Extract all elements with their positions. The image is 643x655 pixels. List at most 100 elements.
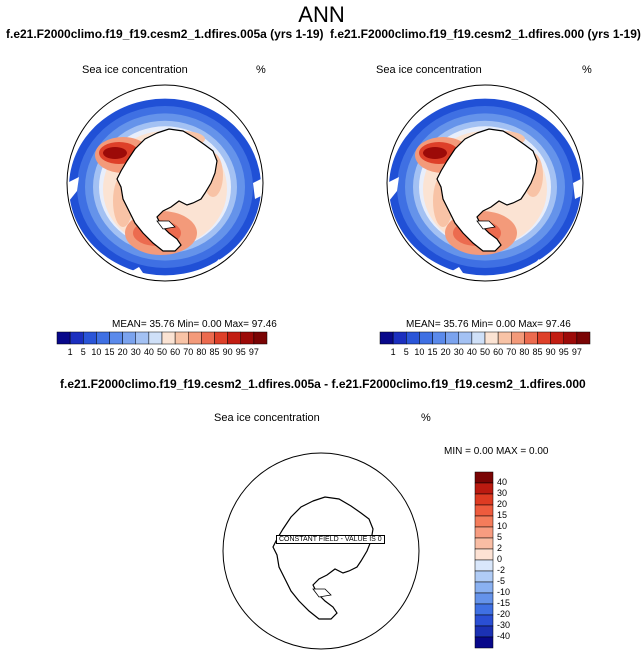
- diff-case-title: f.e21.F2000climo.f19_f19.cesm2_1.dfires.…: [60, 377, 586, 391]
- panel-1-polar-map: [66, 84, 264, 282]
- panel-2-colorbar-swatch: [524, 331, 538, 345]
- panel-2-colorbar-tick-label: 1: [390, 347, 396, 357]
- panel-1-colorbar-tick-label: 60: [170, 347, 181, 357]
- panel-2-colorbar-tick-label: 90: [545, 347, 556, 357]
- panel-2-colorbar-swatch: [576, 331, 591, 345]
- diff-units: %: [421, 412, 431, 424]
- panel-2-colorbar-tick-label: 80: [519, 347, 530, 357]
- panel-2-colorbar-tick-label: 50: [479, 347, 490, 357]
- panel-2-colorbar: [379, 331, 591, 345]
- panel-1-colorbar-swatch: [174, 331, 189, 345]
- diff-colorbar-tick-label: -40: [497, 631, 511, 641]
- diff-colorbar-tick-label: -2: [497, 565, 506, 575]
- panel-2-colorbar-swatch: [497, 331, 512, 345]
- panel-1-colorbar-swatch: [96, 331, 110, 345]
- diff-colorbar-swatch: [474, 504, 494, 517]
- panel-1-colorbar-tick-label: 50: [156, 347, 167, 357]
- diff-colorbar-swatch: [474, 614, 494, 627]
- panel-1-colorbar-ticks: 1 5 10 15 20 30 40 50 60 70 80 85 90 95 97: [57, 347, 267, 359]
- diff-colorbar-swatch: [474, 537, 494, 550]
- panel-2-colorbar-swatch: [550, 331, 564, 345]
- diff-colorbar-tick-label: 2: [497, 543, 503, 553]
- diff-colorbar-swatch: [474, 625, 494, 638]
- panel-2-colorbar-swatch: [392, 331, 407, 345]
- diff-colorbar: [474, 471, 494, 649]
- panel-1-stats: MEAN= 35.76 Min= 0.00 Max= 97.46: [112, 319, 277, 330]
- panel-2-case-title: f.e21.F2000climo.f19_f19.cesm2_1.dfires.…: [330, 27, 641, 41]
- panel-2-colorbar-tick-label: 15: [427, 347, 438, 357]
- panel-2-colorbar-tick-label: 95: [558, 347, 569, 357]
- panel-2-colorbar-tick-label: 70: [506, 347, 517, 357]
- panel-1-case-title: f.e21.F2000climo.f19_f19.cesm2_1.dfires.…: [6, 27, 324, 41]
- panel-2-polar-map: [386, 84, 584, 282]
- diff-colorbar-tick-label: 20: [497, 499, 508, 509]
- diff-colorbar-swatch: [474, 581, 494, 594]
- diff-colorbar-tick-label: -30: [497, 620, 511, 630]
- panel-1-colorbar-tick-label: 90: [222, 347, 233, 357]
- panel-1-colorbar-tick-label: 20: [117, 347, 128, 357]
- panel-1-colorbar-tick-label: 97: [248, 347, 259, 357]
- diff-colorbar-tick-label: 0: [497, 554, 503, 564]
- panel-1-colorbar-tick-label: 40: [143, 347, 154, 357]
- panel-2-colorbar-tick-label: 20: [440, 347, 451, 357]
- panel-2-colorbar-tick-label: 85: [532, 347, 543, 357]
- panel-1-colorbar-swatch: [83, 331, 97, 345]
- panel-2-colorbar-tick-label: 30: [453, 347, 464, 357]
- figure-title: ANN: [298, 2, 345, 27]
- panel-2-colorbar-swatch: [419, 331, 433, 345]
- diff-colorbar-swatch: [474, 636, 494, 649]
- panel-1-colorbar-swatch: [201, 331, 215, 345]
- diff-polar-map: [222, 452, 420, 650]
- panel-2-colorbar-swatch: [484, 331, 499, 345]
- panel-2-colorbar-swatch: [511, 331, 525, 345]
- panel-1-colorbar-tick-label: 5: [80, 347, 86, 357]
- diff-colorbar-swatch: [474, 592, 494, 605]
- diff-colorbar-tick-label: 30: [497, 488, 508, 498]
- panel-1-colorbar: [56, 331, 268, 345]
- panel-2-units: %: [582, 64, 592, 76]
- panel-2-colorbar-swatch: [379, 331, 394, 345]
- panel-1-colorbar-swatch: [214, 331, 228, 345]
- panel-1-colorbar-tick-label: 1: [67, 347, 73, 357]
- diff-stats: MIN = 0.00 MAX = 0.00: [444, 446, 549, 457]
- diff-colorbar-swatch: [474, 559, 494, 572]
- diff-variable: Sea ice concentration: [214, 412, 320, 424]
- diff-colorbar-tick-label: -5: [497, 576, 506, 586]
- panel-1-colorbar-swatch: [161, 331, 176, 345]
- panel-2-colorbar-tick-label: 10: [414, 347, 425, 357]
- panel-2-colorbar-swatch: [537, 331, 551, 345]
- diff-colorbar-tick-label: 10: [497, 521, 508, 531]
- diff-colorbar-tick-label: 40: [497, 477, 508, 487]
- panel-1-colorbar-tick-label: 80: [196, 347, 207, 357]
- panel-2-stats: MEAN= 35.76 Min= 0.00 Max= 97.46: [406, 319, 571, 330]
- panel-1-colorbar-swatch: [240, 331, 255, 345]
- diff-colorbar-swatch: [474, 548, 494, 561]
- panel-1-colorbar-tick-label: 85: [209, 347, 220, 357]
- panel-2-colorbar-swatch: [563, 331, 578, 345]
- diff-colorbar-tick-label: 15: [497, 510, 508, 520]
- panel-1-colorbar-tick-label: 30: [130, 347, 141, 357]
- panel-2-colorbar-tick-label: 5: [403, 347, 409, 357]
- diff-colorbar-swatch: [474, 603, 494, 616]
- panel-1-colorbar-tick-label: 15: [104, 347, 115, 357]
- panel-2-colorbar-swatch: [445, 331, 459, 345]
- panel-1-colorbar-swatch: [56, 331, 71, 345]
- panel-1-colorbar-swatch: [109, 331, 123, 345]
- panel-1-units: %: [256, 64, 266, 76]
- panel-1-colorbar-tick-label: 10: [91, 347, 102, 357]
- panel-2-colorbar-ticks: 1 5 10 15 20 30 40 50 60 70 80 85 90 95 97: [380, 347, 590, 359]
- diff-colorbar-tick-label: 5: [497, 532, 503, 542]
- panel-1-colorbar-tick-label: 70: [183, 347, 194, 357]
- panel-2-colorbar-swatch: [406, 331, 420, 345]
- diff-colorbar-swatch: [474, 526, 494, 539]
- diff-colorbar-swatch: [474, 493, 494, 506]
- panel-1-colorbar-swatch: [135, 331, 150, 345]
- panel-2-colorbar-swatch: [458, 331, 473, 345]
- diff-colorbar-ticks: 40 30 20 15 10 5 2 0 -2 -5 -10 -15 -20 -30 -40: [497, 472, 527, 648]
- diff-colorbar-swatch: [474, 570, 494, 583]
- panel-2-colorbar-tick-label: 60: [493, 347, 504, 357]
- panel-1-colorbar-swatch: [69, 331, 84, 345]
- panel-1-colorbar-swatch: [253, 331, 268, 345]
- constant-field-label: CONSTANT FIELD - VALUE IS 0: [276, 535, 385, 544]
- panel-1-colorbar-swatch: [148, 331, 163, 345]
